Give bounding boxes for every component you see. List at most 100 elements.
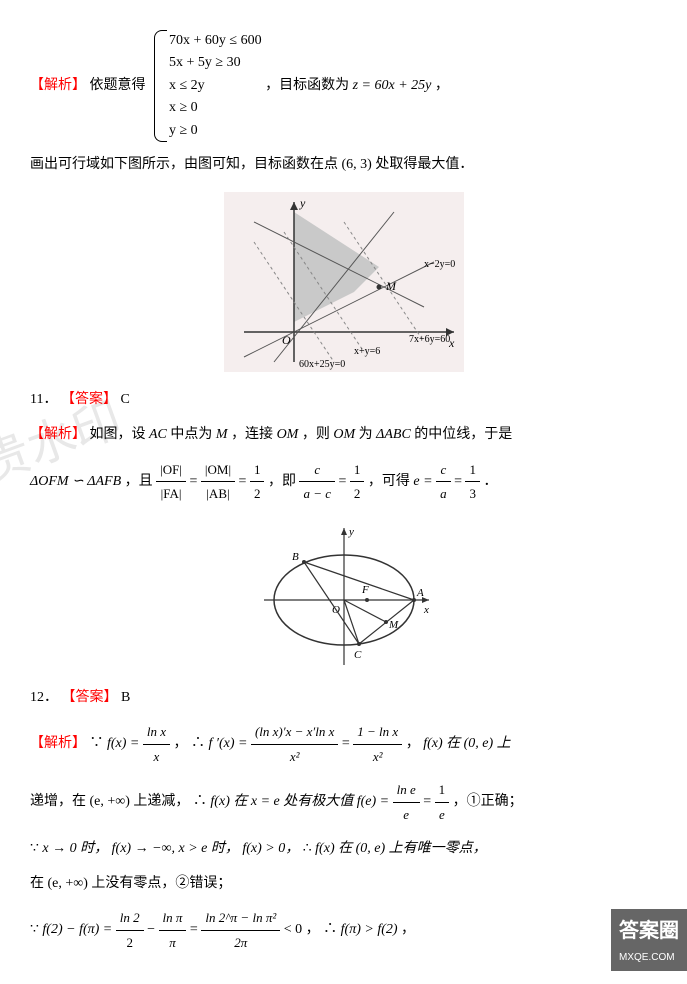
q12-line2: 递增，在 (e, +∞) 上递减， ∴ f(x) 在 x = e 处有极大值 f… bbox=[30, 778, 657, 826]
text: 的中位线，于是 bbox=[414, 427, 512, 442]
therefore: ∴ bbox=[193, 794, 207, 809]
lt0: < 0 bbox=[284, 923, 302, 938]
text: f(x) → −∞, x > e 时， bbox=[112, 841, 239, 856]
constraint-1: 70x + 60y ≤ 600 bbox=[169, 30, 262, 52]
text: ，目标函数为 bbox=[265, 78, 349, 93]
therefore: ∴ bbox=[323, 923, 337, 938]
logo-small: MXQE.COM bbox=[619, 949, 679, 967]
frac-comb: ln 2^π − ln π² 2π bbox=[201, 906, 280, 954]
q12-line4: 在 (e, +∞) 上没有零点，②错误； bbox=[30, 871, 657, 896]
because: ∵ bbox=[30, 841, 39, 856]
frac-of-fa: |OF| |FA| bbox=[156, 458, 186, 506]
text: 如图，设 bbox=[90, 427, 146, 442]
frac-c-ac: c a − c bbox=[299, 458, 335, 506]
label-line1: x−2y=0 bbox=[424, 259, 455, 270]
f2fpi: f(2) − f(π) = bbox=[42, 923, 112, 938]
q10-conclusion: 画出可行域如下图所示，由图可知，目标函数在点 (6, 3) 处取得最大值． bbox=[30, 152, 657, 177]
om: OM bbox=[277, 427, 299, 442]
q10-diagram: M y x O x−2y=0 x+y=6 7x+6y=60 60x+25y=0 bbox=[30, 192, 657, 372]
constraint-5: y ≥ 0 bbox=[169, 120, 262, 142]
label-line2: x+y=6 bbox=[354, 346, 380, 357]
q11-answer-line: 11． 【答案】 C bbox=[30, 387, 657, 412]
fx: f(x) = bbox=[107, 737, 139, 752]
eq: = bbox=[342, 737, 350, 752]
frac-third: 1 3 bbox=[465, 458, 480, 506]
analysis-label: 【解析】 bbox=[30, 737, 86, 752]
label-line4: 60x+25y=0 bbox=[299, 359, 345, 370]
constraint-4: x ≥ 0 bbox=[169, 97, 262, 119]
comma: ， bbox=[306, 923, 320, 938]
fe: f(e) = bbox=[357, 794, 389, 809]
svg-text:x: x bbox=[423, 604, 429, 616]
q12-line1: 【解析】 ∵ f(x) = ln x x ， ∴ f ′(x) = (ln x)… bbox=[30, 720, 657, 768]
objective-fn: z = 60x + 25y bbox=[353, 78, 432, 93]
answer-label: 【答案】 bbox=[62, 690, 118, 705]
ac: AC bbox=[149, 427, 167, 442]
svg-text:M: M bbox=[388, 619, 399, 631]
fpx: f ′(x) = bbox=[209, 737, 248, 752]
similar: ΔOFM ∽ ΔAFB bbox=[30, 474, 121, 489]
frac-deriv: (ln x)′x − x′ln x x² bbox=[251, 720, 338, 768]
eq: = bbox=[454, 474, 462, 489]
m: M bbox=[216, 427, 228, 442]
e-eq: e = bbox=[413, 474, 432, 489]
svg-text:A: A bbox=[416, 587, 424, 599]
text: ，且 bbox=[125, 474, 153, 489]
eq: = bbox=[239, 474, 247, 489]
text: f(x) 在 (0, e) 上 bbox=[423, 737, 510, 752]
therefore: ∴ bbox=[191, 737, 205, 752]
eq: = bbox=[423, 794, 431, 809]
therefore: ∴ bbox=[303, 841, 312, 856]
text: 依题意得 bbox=[90, 78, 146, 93]
q12-line3: ∵ x → 0 时， f(x) → −∞, x > e 时， f(x) > 0，… bbox=[30, 836, 657, 861]
text: x → 0 时， bbox=[42, 841, 108, 856]
frac-half2: 1 2 bbox=[350, 458, 365, 506]
text: ，连接 bbox=[231, 427, 273, 442]
label-line3: 7x+6y=60 bbox=[409, 334, 450, 345]
frac-lnx-x: ln x x bbox=[143, 720, 170, 768]
q12-line5: ∵ f(2) − f(π) = ln 2 2 − ln π π = ln 2^π… bbox=[30, 906, 657, 954]
label-M: M bbox=[385, 279, 397, 293]
footer-logo: 答案圈 MXQE.COM bbox=[611, 909, 687, 971]
eq: = bbox=[339, 474, 347, 489]
text: 为 bbox=[359, 427, 373, 442]
text: ，即 bbox=[268, 474, 296, 489]
q12-answer-line: 12． 【答案】 B bbox=[30, 685, 657, 710]
constraint-system: 70x + 60y ≤ 600 5x + 5y ≥ 30 x ≤ 2y x ≥ … bbox=[149, 30, 262, 142]
text: ，可得 bbox=[368, 474, 410, 489]
comma: ， bbox=[401, 923, 415, 938]
text: ， bbox=[435, 78, 449, 93]
label-y: y bbox=[299, 196, 306, 210]
text: f(x) 在 x = e 处有极大值 bbox=[210, 794, 353, 809]
text: ，则 bbox=[302, 427, 330, 442]
frac-om-ab: |OM| |AB| bbox=[201, 458, 235, 506]
svg-text:y: y bbox=[348, 526, 354, 538]
q11-answer: C bbox=[120, 392, 129, 407]
comma: ， bbox=[406, 737, 420, 752]
eq: = bbox=[190, 923, 198, 938]
frac-simp: 1 − ln x x² bbox=[353, 720, 402, 768]
constraint-3: x ≤ 2y bbox=[169, 75, 262, 97]
logo-big: 答案圈 bbox=[619, 920, 679, 942]
frac-ca: c a bbox=[436, 458, 451, 506]
analysis-label: 【解析】 bbox=[30, 78, 86, 93]
text: 中点为 bbox=[170, 427, 212, 442]
comma: ， bbox=[174, 737, 188, 752]
text: f(x) > 0， bbox=[242, 841, 299, 856]
because: ∵ bbox=[90, 737, 104, 752]
label-O: O bbox=[282, 333, 291, 347]
svg-text:B: B bbox=[292, 551, 299, 563]
frac-lnpi-pi: ln π π bbox=[159, 906, 187, 954]
frac-lne-e: ln e e bbox=[393, 778, 420, 826]
q12-num: 12． bbox=[30, 690, 58, 705]
q11-analysis: 【解析】 如图，设 AC 中点为 M ，连接 OM ，则 OM 为 ΔABC 的… bbox=[30, 422, 657, 447]
constraint-2: 5x + 5y ≥ 30 bbox=[169, 52, 262, 74]
frac-1-e: 1 e bbox=[435, 778, 450, 826]
svg-text:F: F bbox=[361, 584, 369, 596]
text: 递增，在 (e, +∞) 上递减， bbox=[30, 794, 189, 809]
q11-equation: ΔOFM ∽ ΔAFB ，且 |OF| |FA| = |OM| |AB| = 1… bbox=[30, 458, 657, 506]
eq: = bbox=[189, 474, 197, 489]
q10-analysis: 【解析】 依题意得 70x + 60y ≤ 600 5x + 5y ≥ 30 x… bbox=[30, 30, 657, 142]
period: ． bbox=[483, 474, 497, 489]
text: f(x) 在 (0, e) 上有唯一零点， bbox=[315, 841, 486, 856]
